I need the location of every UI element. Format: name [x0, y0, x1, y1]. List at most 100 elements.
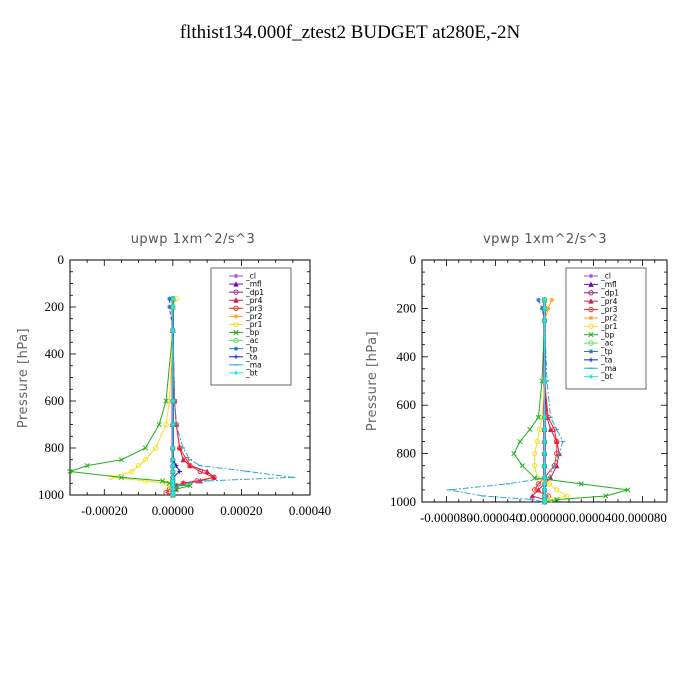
upwp-x-tick-label: 0.00020 [220, 503, 262, 518]
vpwp-legend-marker [588, 315, 594, 321]
vpwp-point-pr3 [554, 438, 560, 445]
vpwp-y-tick-label: 1000 [390, 494, 416, 509]
vpwp-legend-label: _bt [600, 372, 613, 381]
vpwp-point-bt [542, 415, 547, 420]
vpwp-legend-marker [588, 332, 594, 338]
vpwp-point-pr3 [532, 487, 538, 493]
vpwp-y-tick-label: 800 [397, 446, 417, 461]
upwp-legend-label: _bt [245, 369, 258, 378]
upwp-point-bt [170, 486, 176, 492]
vpwp-point-bp [535, 414, 541, 420]
vpwp-series-pr4 [529, 297, 562, 505]
vpwp-point-bt [542, 463, 547, 468]
vpwp-point-pr1 [546, 481, 553, 487]
upwp-legend-marker [233, 289, 239, 295]
vpwp-y-tick-label: 200 [397, 300, 417, 315]
vpwp-point-tp [536, 297, 541, 303]
upwp-y-tick-label: 800 [45, 440, 65, 455]
upwp-point-bp [84, 463, 90, 469]
vpwp-point-bp [554, 497, 560, 503]
upwp-line-ma [172, 298, 293, 495]
upwp-point-ta [177, 469, 182, 474]
vpwp-legend-marker [588, 323, 594, 329]
vpwp-point-pr1 [532, 463, 538, 469]
upwp-point-bt [170, 328, 176, 333]
upwp-legend-marker [233, 370, 239, 376]
upwp-legend-box [210, 267, 292, 386]
upwp-point-tp [167, 304, 172, 310]
vpwp-point-bt [542, 481, 547, 487]
upwp-point-pr4 [204, 468, 210, 474]
upwp-point-pr1 [135, 462, 142, 469]
upwp-legend-label: _ta [245, 352, 257, 361]
vpwp-point-pr1 [532, 450, 538, 457]
vpwp-legend-marker [588, 349, 594, 354]
vpwp-x-tick-label: 0.000040 [569, 510, 618, 525]
vpwp-point-tp [539, 306, 545, 311]
vpwp-point-pr4 [529, 493, 535, 499]
vpwp-panel-title: vpwp 1xm^2/s^3 [483, 232, 607, 247]
upwp-point-bt [170, 469, 176, 474]
upwp-x-tick-label: 0.00000 [152, 503, 194, 518]
upwp-line-bp [69, 298, 191, 495]
upwp-point-bp [118, 474, 124, 480]
vpwp-point-bt [542, 499, 547, 505]
upwp-point-tp [167, 296, 172, 301]
upwp-x-tick-label: 0.00040 [289, 503, 331, 518]
upwp-legend: _cl_mfl_dp1_pr4_pr3_pr2_pr1_bp_ac_tp_ta_… [210, 267, 292, 386]
upwp-series-pr1 [108, 296, 179, 498]
vpwp-legend-marker [588, 298, 594, 304]
upwp-legend-marker [233, 321, 239, 328]
vpwp-legend-marker [588, 306, 594, 313]
vpwp-legend-label: _ac [600, 339, 613, 348]
upwp-y-tick-label: 600 [45, 393, 65, 408]
upwp-legend-marker [233, 337, 239, 344]
upwp-point-bt [170, 481, 176, 486]
vpwp-point-bp [519, 463, 526, 469]
vpwp-legend-label: _cl [600, 272, 611, 281]
vpwp-legend-marker [588, 273, 594, 279]
vpwp-x-tick-label: 0.000000 [520, 510, 569, 525]
vpwp-line-pr1 [534, 299, 568, 503]
vpwp-legend-marker [588, 374, 594, 379]
vpwp-x-tick-label: 0.000080 [618, 510, 667, 525]
vpwp-point-pr2 [549, 297, 555, 303]
upwp-point-bt [170, 296, 176, 301]
vpwp-y-tick-label: 400 [397, 349, 417, 364]
upwp-point-bp [67, 468, 73, 475]
vpwp-point-pr1 [554, 487, 560, 493]
upwp-point-bt [170, 478, 176, 484]
vpwp-y-axis-label: Pressure [hPa] [365, 331, 380, 431]
upwp-legend-label: _tp [245, 344, 258, 353]
upwp-axes: 0 200 400 600 800 1000 -0.00020 0.00000 0.00020 0… [38, 252, 331, 518]
vpwp-point-pr3 [535, 481, 542, 487]
upwp-point-bp [187, 483, 193, 489]
vpwp-legend-label: _bp [600, 330, 615, 339]
upwp-x-tick-label: -0.00020 [81, 503, 128, 518]
vpwp-point-bp [603, 493, 609, 499]
upwp-legend-label: _pr4 [245, 296, 263, 305]
upwp-y-tick-label: 1000 [38, 487, 64, 502]
upwp-point-bp [142, 445, 148, 451]
upwp-point-bt [170, 483, 176, 488]
upwp-point-bt [170, 445, 176, 451]
vpwp-point-pr1 [547, 496, 554, 503]
upwp-legend-label: _dp1 [245, 288, 264, 297]
vpwp-point-bp [578, 481, 584, 487]
vpwp-legend-label: _pr3 [600, 305, 618, 314]
upwp-panel-title: upwp 1xm^2/s^3 [131, 232, 256, 247]
upwp-legend-marker [233, 305, 239, 311]
vpwp-legend-label: _pr4 [600, 297, 618, 306]
vpwp-point-bp [625, 487, 631, 493]
vpwp-point-bt [542, 493, 547, 499]
vpwp-point-bt [542, 297, 547, 303]
vpwp-point-bp [517, 438, 523, 445]
upwp-legend-marker [233, 281, 239, 287]
vpwp-point-bt [542, 451, 547, 456]
upwp-legend-marker [233, 346, 239, 351]
vpwp-point-bt [542, 487, 547, 493]
upwp-point-pr3 [180, 480, 186, 486]
vpwp-legend-label: _dp1 [600, 288, 619, 297]
upwp-point-pr3 [163, 489, 169, 496]
